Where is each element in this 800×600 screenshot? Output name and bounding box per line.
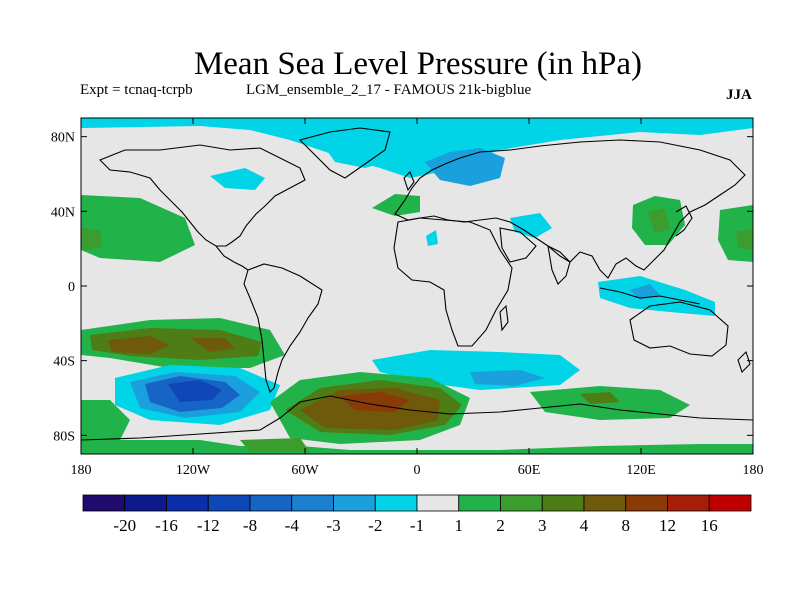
coastline-arabia <box>499 227 537 263</box>
coastline-madagascar <box>499 304 509 332</box>
colorbar-cell <box>333 494 376 512</box>
colorbar-label: -2 <box>368 516 382 535</box>
season-label: JJA <box>726 87 752 103</box>
colorbar: -20 -16 -12 -8 -4 -3 -2 -1 1 2 3 4 8 12 16 <box>82 494 752 535</box>
y-tick-label: 0 <box>68 280 75 295</box>
x-tick-label: 120E <box>626 463 656 478</box>
colorbar-cell <box>583 494 627 512</box>
contour-eastpacific-green2 <box>736 228 753 250</box>
contour-greenland-cyan <box>318 130 410 168</box>
contour-lowpacific-dblue <box>168 380 222 402</box>
contour-southern-east-green <box>530 386 690 420</box>
map-panel <box>81 118 753 454</box>
colorbar-label: 12 <box>659 516 676 535</box>
colorbar-cell <box>207 494 251 512</box>
colorbar-cell <box>416 494 460 512</box>
contour-arctic-cyan <box>81 118 753 178</box>
coastline-greenland <box>298 127 391 179</box>
x-tick-label: 0 <box>414 463 421 478</box>
contour-southindian-blue <box>470 370 545 386</box>
coastline-uk <box>403 171 415 192</box>
colorbar-label: 1 <box>455 516 464 535</box>
coastline-japan <box>675 205 693 237</box>
x-tick-label: 180 <box>743 463 764 478</box>
coastline-antarctica <box>81 395 753 441</box>
coastline-india <box>547 245 571 285</box>
chart-title: Mean Sea Level Pressure (in hPa) <box>193 46 643 82</box>
contour-pacific-green-west <box>81 195 195 262</box>
colorbar-label: -8 <box>243 516 257 535</box>
colorbar-label: -4 <box>285 516 300 535</box>
colorbar-cell <box>541 494 585 512</box>
colorbar-cell <box>291 494 334 512</box>
colorbar-label: -16 <box>155 516 178 535</box>
coastline-north-america <box>99 144 306 247</box>
y-tick-label: 80S <box>53 429 75 444</box>
colorbar-cell <box>625 494 668 512</box>
colorbar-cell <box>249 494 293 512</box>
coastline-south-america <box>243 263 323 394</box>
colorbar-label: 2 <box>496 516 505 535</box>
contour-southpacific-brown <box>108 336 170 354</box>
contour-pacific-green-west-dark <box>81 228 102 250</box>
colorbar-label: -12 <box>197 516 220 535</box>
coastline-central-america <box>215 245 249 271</box>
colorbar-cell <box>374 494 418 512</box>
contour-atlantic-green <box>372 194 420 216</box>
contour-eastasia-green2 <box>648 208 670 234</box>
coastline-australia <box>629 301 729 357</box>
y-tick-label: 40N <box>51 205 75 220</box>
colorbar-label: -3 <box>326 516 340 535</box>
colorbar-label: 3 <box>538 516 547 535</box>
coastline-indonesia <box>599 287 701 305</box>
coastline-africa <box>393 217 513 347</box>
contour-bottom-olive <box>240 438 310 452</box>
y-axis: 80N 40N 0 40S 80S <box>51 131 753 444</box>
colorbar-cell <box>82 494 126 512</box>
experiment-label: Expt = tcnaq-tcrpb <box>80 82 193 98</box>
contour-indonesia-blue <box>630 284 660 300</box>
y-tick-label: 40S <box>53 355 75 370</box>
x-tick-label: 60W <box>291 463 319 478</box>
coastline-new-zealand <box>737 350 751 374</box>
contour-fills <box>81 118 753 454</box>
contour-canada-cyan <box>210 168 265 190</box>
colorbar-cell <box>166 494 209 512</box>
x-axis: 180 120W 60W 0 60E 120E 180 <box>71 118 764 478</box>
colorbar-cell <box>124 494 167 512</box>
x-tick-label: 60E <box>518 463 541 478</box>
contour-farsouth-green <box>81 400 130 440</box>
colorbar-label: 4 <box>580 516 589 535</box>
coastline-eurasia <box>394 139 746 279</box>
colorbar-cell <box>458 494 501 512</box>
coastlines <box>81 127 753 441</box>
colorbar-label: 8 <box>622 516 631 535</box>
contour-africa-cyan <box>426 230 438 246</box>
colorbar-cell <box>500 494 543 512</box>
run-label: LGM_ensemble_2_17 - FAMOUS 21k-bigblue <box>246 82 532 98</box>
y-tick-label: 80N <box>51 131 75 146</box>
contour-arctic-blue <box>425 148 505 186</box>
contour-southern-east-olive <box>580 392 620 404</box>
colorbar-label: 16 <box>701 516 718 535</box>
x-tick-label: 180 <box>71 463 92 478</box>
x-tick-label: 120W <box>176 463 211 478</box>
colorbar-label: -1 <box>410 516 424 535</box>
colorbar-cell <box>667 494 710 512</box>
colorbar-label: -20 <box>113 516 136 535</box>
colorbar-cell <box>708 494 752 512</box>
contour-southpacific-brown2 <box>190 338 235 352</box>
